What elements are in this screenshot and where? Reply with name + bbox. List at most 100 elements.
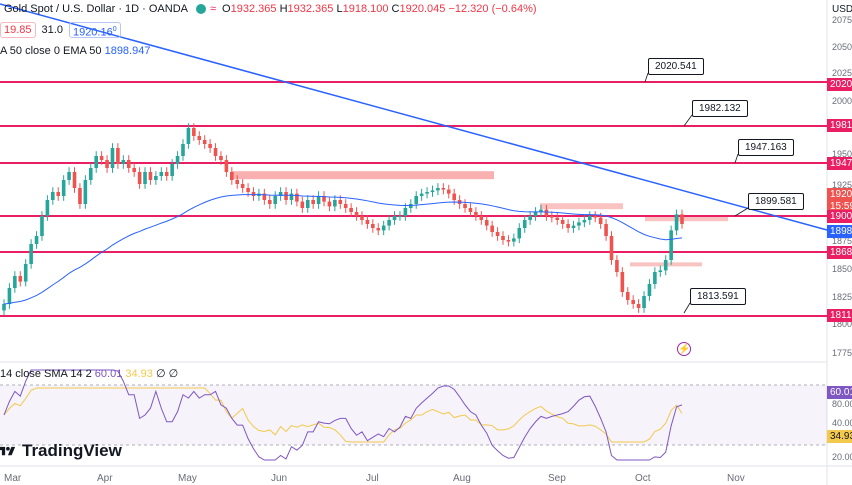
candle	[430, 190, 435, 192]
y-axis-tick: 1825.0	[832, 292, 852, 302]
candle	[360, 216, 364, 220]
price-axis-tag: 1981	[827, 119, 852, 132]
candle	[609, 236, 614, 260]
trendline	[0, 3, 828, 231]
rsi-band	[0, 385, 827, 445]
candle	[246, 188, 250, 192]
candle	[40, 216, 44, 236]
candle	[349, 208, 353, 212]
candle	[67, 172, 71, 180]
candle	[322, 196, 326, 202]
candle	[23, 264, 28, 282]
candle	[354, 212, 359, 216]
candle	[311, 200, 315, 204]
candle	[219, 156, 223, 160]
y-axis-tick: 80.00	[832, 399, 852, 409]
candle	[544, 209, 549, 216]
candle	[392, 216, 397, 220]
candle	[419, 193, 424, 196]
rsi-ma-line	[3, 387, 683, 443]
candle	[45, 200, 50, 216]
candle	[680, 214, 684, 224]
price-callout[interactable]: 1813.591	[690, 288, 746, 305]
candle	[468, 208, 473, 212]
candle	[61, 180, 66, 196]
candle	[582, 220, 587, 223]
y-axis-tick: 1775.0	[832, 348, 852, 358]
price-callout[interactable]: 2020.541	[648, 58, 704, 75]
candle	[484, 220, 489, 226]
candle	[29, 244, 33, 264]
candle	[51, 192, 55, 200]
candle	[137, 172, 142, 184]
candle	[463, 204, 467, 208]
candle	[88, 168, 93, 180]
candle	[34, 236, 39, 244]
candle	[143, 172, 147, 184]
candle	[327, 201, 332, 207]
candle	[550, 216, 554, 218]
candle	[571, 225, 576, 228]
y-axis-tick: 1875.0	[832, 236, 852, 246]
candle	[669, 230, 673, 260]
price-callout[interactable]: 1982.132	[692, 100, 748, 117]
candle	[376, 228, 381, 231]
candle	[631, 300, 635, 304]
y-axis-tick: 1850.0	[832, 264, 852, 274]
rsi-value: 60.01	[94, 368, 123, 380]
candle	[452, 193, 456, 200]
candle	[647, 284, 652, 296]
candle	[381, 225, 386, 231]
candle	[560, 220, 565, 224]
price-axis-tag: 1900	[827, 210, 852, 223]
y-axis-tick: 40.00	[832, 418, 852, 428]
candle	[159, 172, 164, 176]
price-callout[interactable]: 1899.581	[748, 193, 804, 210]
candle	[116, 148, 120, 164]
candle	[387, 220, 391, 226]
candle	[642, 296, 646, 308]
candle	[126, 160, 131, 168]
candle	[83, 180, 88, 204]
trade-buttons: 19.85 31.0 1920.160	[0, 22, 121, 39]
candle	[251, 192, 256, 196]
candle	[501, 236, 505, 240]
candle	[208, 144, 212, 148]
candle	[284, 192, 288, 200]
candle	[170, 164, 174, 176]
flash-icon[interactable]: ⚡	[677, 342, 691, 356]
price-axis-tag: 60.01	[827, 386, 852, 399]
resistance-zone	[645, 215, 728, 222]
candle	[197, 136, 202, 140]
callout-leader	[734, 153, 739, 164]
currency-label[interactable]: USD	[832, 4, 852, 15]
candle	[300, 201, 305, 208]
candle	[18, 276, 23, 282]
rsi-legend[interactable]: 14 close SMA 14 2 60.01 34.93 ∅ ∅	[0, 368, 179, 380]
wave-icon[interactable]: ≈	[210, 3, 217, 15]
candle	[56, 192, 61, 196]
candle	[94, 156, 99, 168]
sell-button[interactable]: 19.85	[0, 22, 36, 38]
candle	[653, 272, 657, 284]
candle	[72, 172, 77, 188]
x-axis-tick: Oct	[635, 473, 651, 484]
price-axis-tag: 1811.	[827, 309, 852, 322]
ema-legend[interactable]: A 50 close 0 EMA 50 1898.947	[0, 45, 151, 57]
symbol-title[interactable]: Gold Spot / U.S. Dollar · 1D · OANDA	[4, 3, 188, 15]
candle	[110, 148, 115, 168]
spread-value: 31.0	[41, 24, 63, 36]
candle	[224, 160, 229, 172]
price-callout[interactable]: 1947.163	[738, 139, 794, 156]
candle	[577, 222, 581, 226]
buy-button[interactable]: 1920.160	[68, 22, 121, 39]
price-axis-tag: 1947	[827, 157, 852, 170]
candle	[636, 304, 641, 308]
y-axis-tick: 2000.0	[832, 96, 852, 106]
ema-value: 1898.947	[104, 45, 151, 57]
candle	[371, 224, 375, 228]
x-axis-tick: Aug	[453, 473, 471, 484]
candle	[474, 212, 478, 216]
candle	[343, 204, 348, 208]
